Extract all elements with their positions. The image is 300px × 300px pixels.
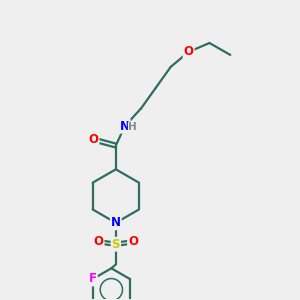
Text: O: O [128,235,138,248]
Text: H: H [128,122,137,132]
Text: O: O [88,133,98,146]
Text: O: O [94,235,103,248]
Text: F: F [89,272,97,286]
Text: N: N [111,216,121,229]
Text: N: N [120,120,130,133]
Text: S: S [112,238,120,251]
Text: O: O [184,45,194,58]
